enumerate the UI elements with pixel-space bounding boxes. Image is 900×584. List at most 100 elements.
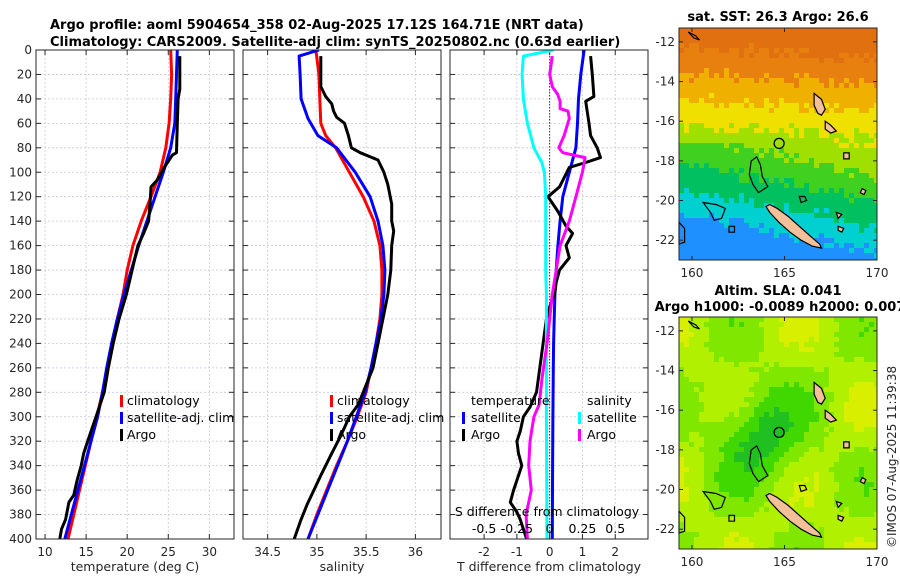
map-cell — [759, 422, 765, 428]
map-cell — [764, 208, 770, 214]
map-cell — [739, 228, 745, 234]
map-cell — [819, 148, 825, 154]
map-cell — [754, 203, 760, 209]
map-cell — [809, 218, 815, 224]
map-cell — [699, 517, 705, 523]
map-cell — [684, 28, 690, 34]
map-cell — [759, 38, 765, 44]
map-cell — [779, 337, 785, 343]
map-cell — [739, 527, 745, 533]
map-cell — [859, 103, 865, 109]
map-cell — [759, 432, 765, 438]
map-cell — [724, 188, 730, 194]
map-cell — [699, 98, 705, 104]
map-cell — [719, 417, 725, 423]
map-cell — [854, 38, 860, 44]
map-cell — [704, 367, 710, 373]
map-cell — [694, 223, 700, 229]
map-cell — [724, 218, 730, 224]
map-cell — [799, 377, 805, 383]
legend-label: climatology — [127, 393, 200, 408]
map-cell — [764, 452, 770, 458]
map-cell — [699, 422, 705, 428]
map-cell — [729, 108, 735, 114]
map-cell — [734, 357, 740, 363]
map-cell — [869, 223, 875, 229]
map-cell — [724, 28, 730, 34]
lat-tick-label: -12 — [655, 35, 675, 49]
map-cell — [699, 522, 705, 528]
map-cell — [854, 357, 860, 363]
map-cell — [709, 472, 715, 478]
map-cell — [684, 407, 690, 413]
x-tick-label: 10 — [37, 545, 52, 559]
series-group — [508, 50, 602, 539]
map-cell — [734, 218, 740, 224]
map-cell — [689, 103, 695, 109]
map-cell — [744, 467, 750, 473]
map-cell — [814, 487, 820, 493]
map-cell — [829, 138, 835, 144]
map-cell — [734, 407, 740, 413]
map-cell — [784, 482, 790, 488]
map-cell — [734, 432, 740, 438]
map-cell — [779, 88, 785, 94]
map-cell — [679, 547, 685, 550]
map-cell — [689, 367, 695, 373]
map-cell — [824, 103, 830, 109]
map-cell — [789, 352, 795, 358]
map-cell — [794, 68, 800, 74]
map-cell — [774, 407, 780, 413]
map-cell — [689, 342, 695, 348]
axes-frame — [35, 49, 235, 540]
map-cell — [809, 103, 815, 109]
map-cell — [749, 332, 755, 338]
map-cell — [754, 527, 760, 533]
map-cell — [814, 43, 820, 49]
map-cell — [684, 442, 690, 448]
map-cell — [714, 28, 720, 34]
map-cell — [794, 208, 800, 214]
map-cell — [839, 352, 845, 358]
map-cell — [714, 317, 720, 323]
map-cell — [799, 477, 805, 483]
map-cell — [754, 512, 760, 518]
map-cell — [824, 53, 830, 59]
map-cell — [804, 462, 810, 468]
map-cell — [744, 143, 750, 149]
map-cell — [759, 203, 765, 209]
map-cell — [854, 352, 860, 358]
map-cell — [794, 442, 800, 448]
map-cell — [864, 452, 870, 458]
map-cell — [864, 527, 870, 533]
map-cell — [729, 153, 735, 159]
map-cell — [784, 133, 790, 139]
map-cell — [689, 457, 695, 463]
map-cell — [824, 258, 830, 261]
map-cell — [804, 437, 810, 443]
map-cell — [864, 462, 870, 468]
map-cell — [804, 88, 810, 94]
map-cell — [804, 387, 810, 393]
map-cell — [804, 432, 810, 438]
map-cell — [849, 542, 855, 548]
map-cell — [874, 98, 878, 104]
map-cell — [749, 203, 755, 209]
map-cell — [859, 173, 865, 179]
map-cell — [699, 223, 705, 229]
map-cell — [864, 88, 870, 94]
map-cell — [724, 63, 730, 69]
map-cell — [799, 512, 805, 518]
map-cell — [874, 532, 878, 538]
map-cell — [734, 178, 740, 184]
map-cell — [864, 342, 870, 348]
map-cell — [854, 148, 860, 154]
map-cell — [824, 138, 830, 144]
map-cell — [729, 367, 735, 373]
map-cell — [719, 153, 725, 159]
map-cell — [864, 118, 870, 124]
map-cell — [804, 48, 810, 54]
map-cell — [789, 53, 795, 59]
map-cell — [784, 103, 790, 109]
map-cell — [849, 342, 855, 348]
